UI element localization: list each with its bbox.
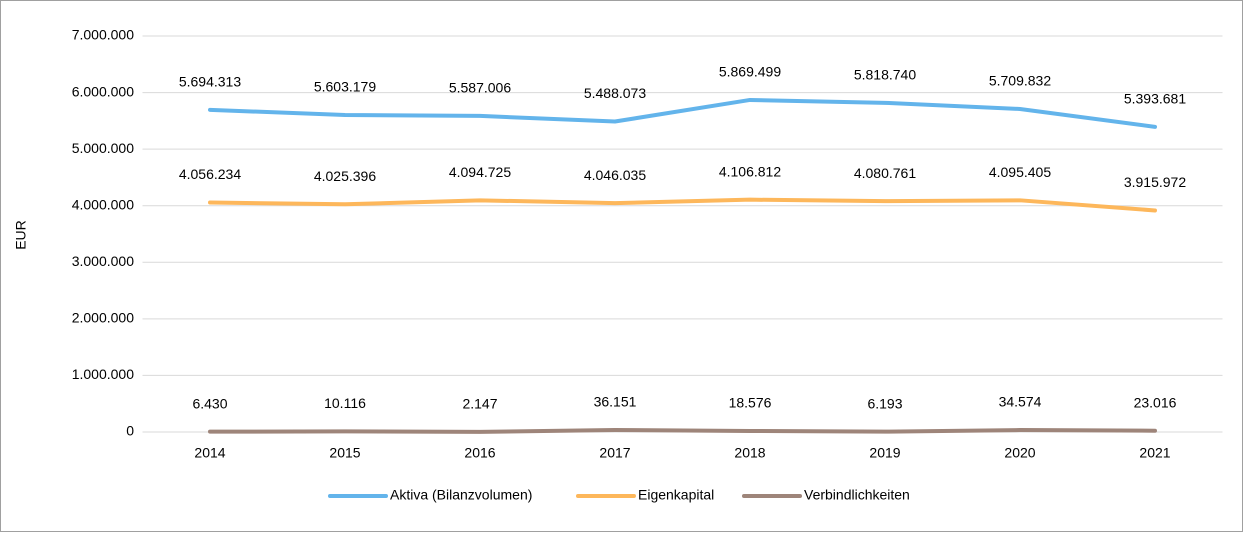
data-label: 4.056.234 (179, 166, 241, 182)
data-label: 18.576 (729, 395, 772, 411)
data-label: 6.430 (192, 395, 227, 411)
data-label: 4.094.725 (449, 164, 511, 180)
data-label: 4.025.396 (314, 168, 376, 184)
legend-label: Eigenkapital (638, 487, 714, 503)
data-label: 4.095.405 (989, 164, 1051, 180)
line-series (208, 197, 1157, 213)
data-label: 5.393.681 (1124, 91, 1186, 107)
y-tick-label: 3.000.000 (72, 253, 134, 269)
data-label: 5.709.832 (989, 73, 1051, 89)
data-label: 10.116 (324, 395, 366, 411)
y-tick-label: 0 (126, 423, 134, 439)
y-tick-label: 2.000.000 (72, 310, 134, 326)
x-tick-label: 2015 (329, 445, 360, 461)
x-tick-label: 2018 (734, 445, 765, 461)
data-label: 6.193 (867, 395, 902, 411)
data-label: 5.694.313 (179, 74, 241, 90)
data-label: 2.147 (462, 396, 497, 412)
data-label: 5.869.499 (719, 64, 781, 80)
y-axis-label: EUR (13, 220, 29, 250)
legend-label: Verbindlichkeiten (804, 487, 910, 503)
data-label: 5.488.073 (584, 85, 646, 101)
data-label: 3.915.972 (1124, 174, 1186, 190)
x-tick-label: 2016 (464, 445, 495, 461)
data-label: 4.106.812 (719, 163, 781, 179)
legend-label: Aktiva (Bilanzvolumen) (390, 487, 532, 503)
x-tick-label: 2020 (1004, 445, 1035, 461)
data-label: 4.046.035 (584, 167, 646, 183)
data-label: 5.603.179 (314, 79, 376, 95)
x-tick-label: 2019 (869, 445, 900, 461)
y-tick-label: 6.000.000 (72, 83, 134, 99)
data-label: 36.151 (594, 394, 637, 410)
data-label: 23.016 (1134, 394, 1177, 410)
x-tick-label: 2017 (599, 445, 630, 461)
x-tick-label: 2021 (1139, 445, 1170, 461)
data-label: 5.587.006 (449, 80, 511, 96)
y-tick-label: 1.000.000 (72, 366, 134, 382)
x-tick-label: 2014 (194, 445, 225, 461)
data-label: 34.574 (999, 394, 1042, 410)
line-series (208, 97, 1157, 129)
y-tick-label: 7.000.000 (72, 27, 134, 43)
data-label: 4.080.761 (854, 165, 916, 181)
y-tick-label: 4.000.000 (72, 196, 134, 212)
y-tick-label: 5.000.000 (72, 140, 134, 156)
data-label: 5.818.740 (854, 67, 916, 83)
line-series (208, 427, 1157, 434)
